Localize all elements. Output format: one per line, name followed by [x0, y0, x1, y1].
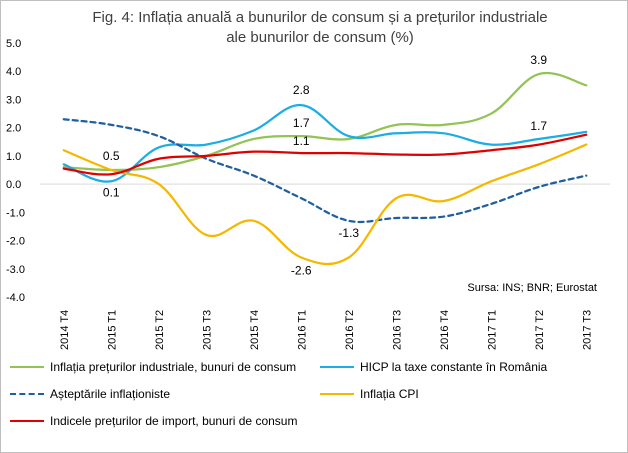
chart-title: Fig. 4: Inflația anuală a bunurilor de c…: [40, 8, 600, 48]
legend-item-inflatia-preturilor-industriale-bunuri-de-consum: Inflația prețurilor industriale, bunuri …: [10, 360, 296, 374]
series-line-hicp-la-taxe-constante-in-romania: [62, 103, 588, 183]
x-tick-label: 2015 T3: [201, 310, 213, 350]
series-line-asteptarile-inflationiste: [62, 118, 588, 224]
data-label: -2.6: [291, 263, 312, 277]
legend: Inflația prețurilor industriale, bunuri …: [0, 358, 628, 453]
chart-title-line-1: Fig. 4: Inflația anuală a bunurilor de c…: [92, 9, 548, 26]
x-tick-label: 2016 T1: [296, 310, 308, 350]
data-label: 1.7: [293, 116, 310, 130]
legend-item-hicp-la-taxe-constante-in-romania: HICP la taxe constante în România: [320, 360, 547, 374]
y-tick-label: 3.0: [6, 94, 21, 106]
legend-swatch: [10, 393, 44, 395]
y-tick-label: -3.0: [6, 264, 25, 276]
chart-title-line-2: ale bunurilor de consum (%): [226, 29, 414, 46]
data-label: 3.9: [530, 53, 547, 67]
y-tick-label: 0.0: [6, 179, 21, 191]
y-tick-label: -1.0: [6, 207, 25, 219]
y-tick-label: -2.0: [6, 236, 25, 248]
x-tick-label: 2016 T3: [391, 310, 403, 350]
series-line-inflatia-preturilor-industriale-bunuri-de-consum: [62, 71, 588, 172]
data-label: 1.7: [530, 119, 547, 133]
data-label: 1.1: [293, 134, 310, 148]
x-tick-label: 2017 T2: [534, 310, 546, 350]
legend-swatch: [10, 366, 44, 368]
legend-label: HICP la taxe constante în România: [360, 360, 548, 374]
legend-item-inflatia-cpi: Inflația CPI: [320, 387, 419, 401]
x-tick-label: 2017 T3: [581, 310, 593, 350]
x-tick-label: 2016 T2: [344, 310, 356, 350]
data-label: 2.8: [293, 83, 310, 97]
x-tick-label: 2016 T4: [439, 310, 451, 350]
y-tick-label: 4.0: [6, 66, 21, 78]
legend-swatch: [10, 420, 44, 422]
data-label: 0.5: [103, 149, 120, 163]
legend-item-asteptarile-inflationiste: Așteptările inflaționiste: [10, 387, 170, 401]
y-tick-label: 1.0: [6, 151, 21, 163]
legend-label: Așteptările inflaționiste: [50, 387, 171, 401]
x-tick-label: 2014 T4: [59, 310, 71, 350]
y-tick-label: 2.0: [6, 123, 21, 135]
x-tick-label: 2015 T1: [106, 310, 118, 350]
legend-item-indicele-preturilor-de-import-bunuri-de-consum: Indicele prețurilor de import, bunuri de…: [10, 414, 297, 428]
legend-swatch: [320, 393, 354, 395]
x-tick-label: 2015 T4: [249, 310, 261, 350]
legend-swatch: [320, 366, 354, 368]
data-label: 0.1: [103, 185, 120, 199]
series-line-inflatia-cpi: [62, 143, 588, 266]
x-tick-label: 2015 T2: [154, 310, 166, 350]
data-label: -1.3: [338, 226, 359, 240]
y-tick-label: 5.0: [6, 38, 21, 50]
legend-label: Indicele prețurilor de import, bunuri de…: [50, 414, 298, 428]
series-line-indicele-preturilor-de-import-bunuri-de-consum: [62, 133, 588, 176]
source-note: Sursa: INS; BNR; Eurostat: [467, 282, 597, 294]
legend-label: Inflația CPI: [360, 387, 419, 401]
legend-label: Inflația prețurilor industriale, bunuri …: [50, 360, 297, 374]
x-tick-label: 2017 T1: [486, 310, 498, 350]
y-tick-label: -4.0: [6, 292, 25, 304]
